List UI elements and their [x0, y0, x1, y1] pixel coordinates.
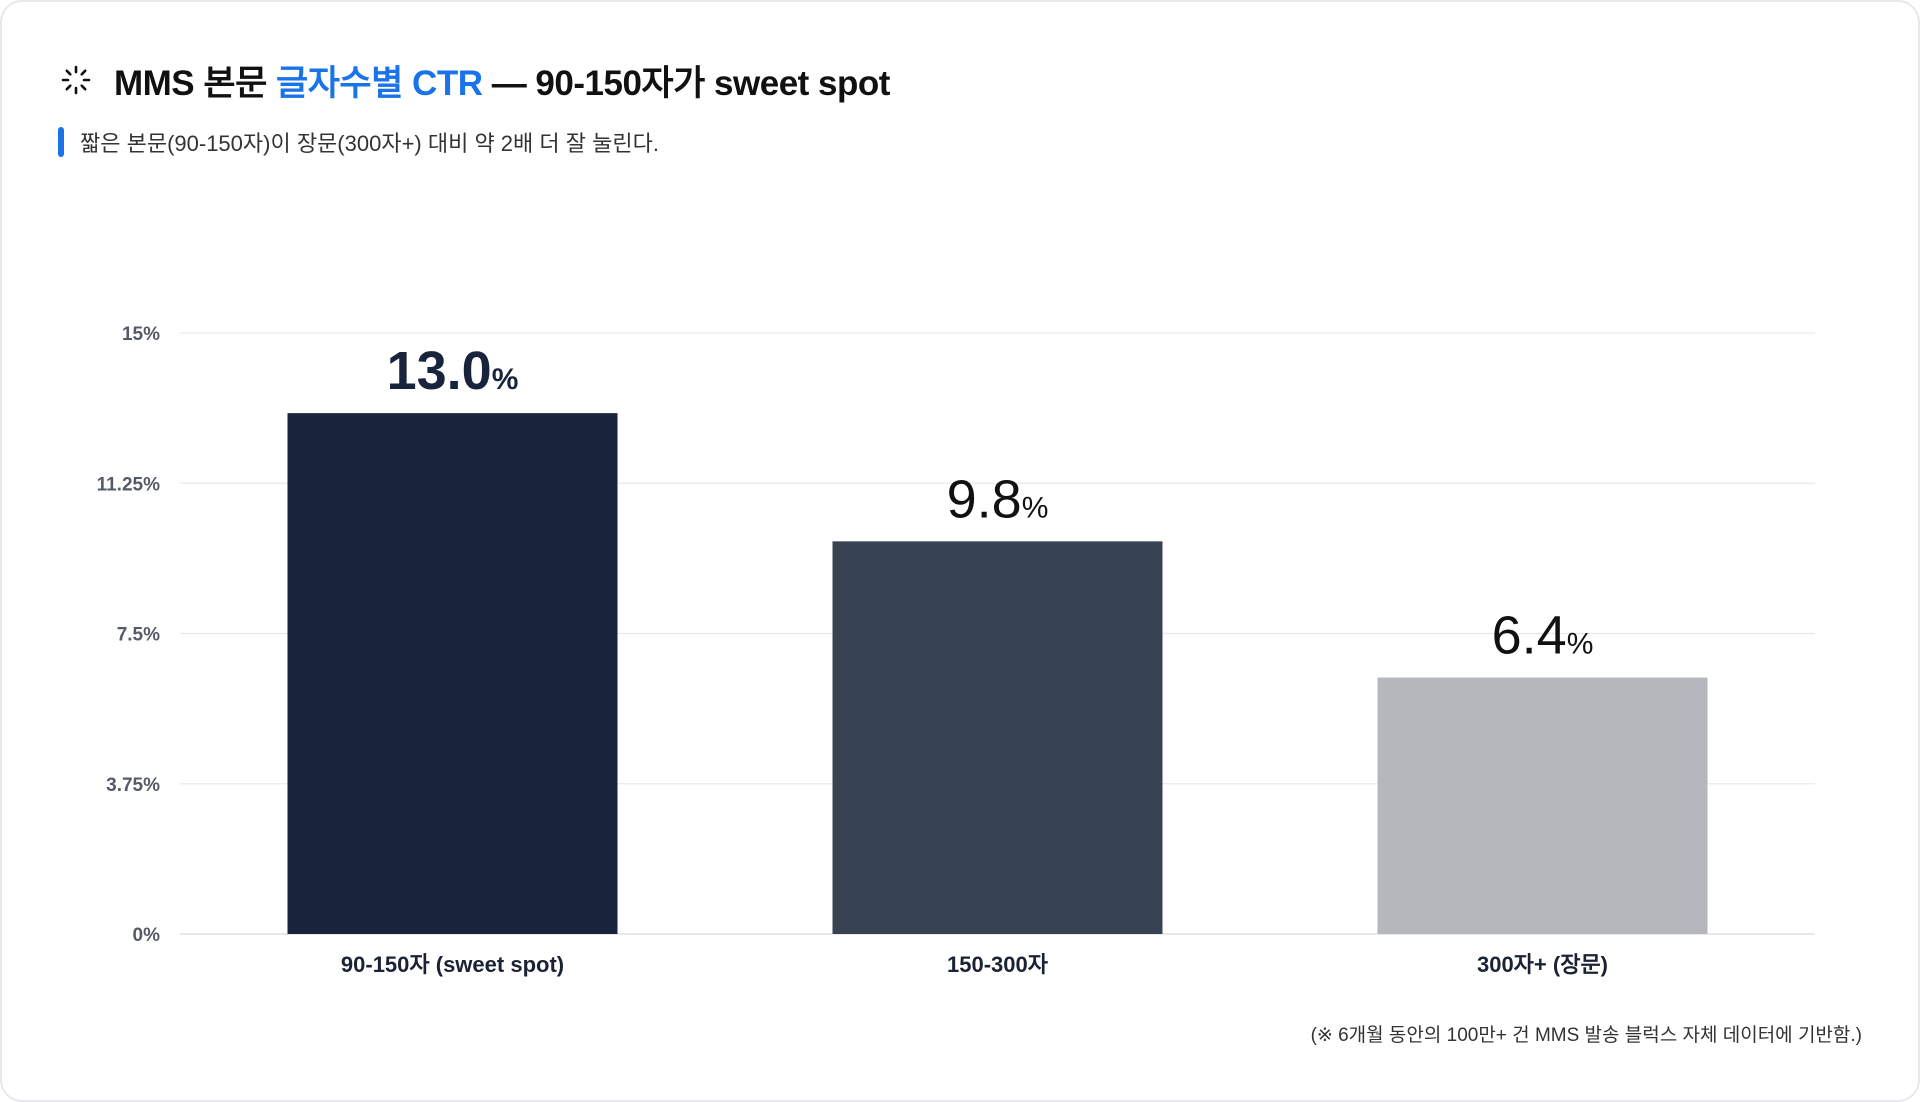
data-label: 13.0%: [387, 341, 519, 401]
title-accent: 글자수별 CTR: [276, 63, 483, 103]
bar: [287, 413, 618, 935]
bar: [1377, 677, 1708, 934]
title-prefix: MMS 본문: [114, 63, 277, 103]
data-label: 9.8%: [947, 469, 1049, 529]
data-label: 6.4%: [1492, 606, 1594, 666]
y-tick-label: 15%: [122, 324, 160, 345]
subtitle-row: 짧은 본문(90-150자)이 장문(300자+) 대비 약 2배 더 잘 눌린…: [58, 126, 659, 158]
title-suffix: — 90-150자가 sweet spot: [482, 63, 891, 103]
x-tick-label: 300자+ (장문): [1477, 952, 1608, 977]
footnote: (※ 6개월 동안의 100만+ 건 MMS 발송 블럭스 자체 데이터에 기반…: [1310, 1025, 1862, 1046]
subtitle: 짧은 본문(90-150자)이 장문(300자+) 대비 약 2배 더 잘 눌린…: [80, 131, 659, 156]
y-tick-label: 0%: [133, 925, 161, 946]
spinner-icon: [61, 65, 91, 95]
x-tick-label: 90-150자 (sweet spot): [341, 952, 564, 977]
y-tick-label: 11.25%: [97, 474, 160, 495]
bar: [832, 541, 1163, 934]
subtitle-accent-bar: [58, 127, 64, 157]
x-tick-label: 150-300자: [947, 952, 1049, 977]
page-title: MMS 본문 글자수별 CTR — 90-150자가 sweet spot: [114, 55, 890, 106]
y-tick-label: 7.5%: [117, 625, 160, 646]
y-tick-label: 3.75%: [106, 775, 160, 796]
title-row: MMS 본문 글자수별 CTR — 90-150자가 sweet spot: [60, 52, 890, 108]
